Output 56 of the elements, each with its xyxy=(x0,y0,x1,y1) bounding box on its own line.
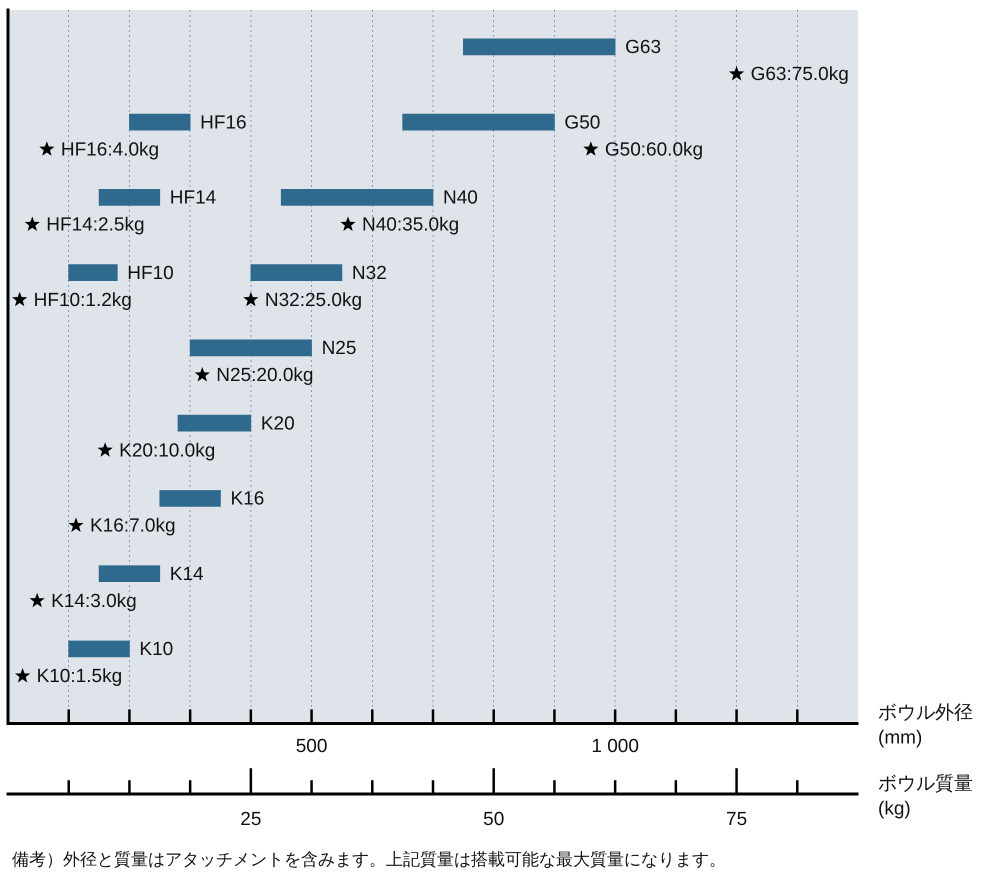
bar xyxy=(159,490,221,507)
x2-tick-label: 75 xyxy=(726,808,748,830)
data-label: K10 xyxy=(139,639,174,660)
bar xyxy=(178,414,252,432)
bar xyxy=(68,264,118,281)
data-label: N25 xyxy=(322,338,356,360)
bar xyxy=(250,264,342,281)
x-tick-label: 1 000 xyxy=(591,736,639,758)
point xyxy=(39,141,54,156)
bar xyxy=(98,565,160,582)
data-label: K16 xyxy=(230,488,264,510)
point xyxy=(243,292,258,306)
point xyxy=(12,292,28,306)
x2-tick-label: 25 xyxy=(240,808,262,830)
x-axis-title: ボウル外径 (mm) xyxy=(878,702,973,749)
data-label: K14:3.0kg xyxy=(51,590,137,612)
data-label: HF16 xyxy=(200,112,247,134)
bar xyxy=(129,114,190,130)
data-label: K14 xyxy=(170,564,204,585)
bar xyxy=(280,189,434,206)
bar xyxy=(68,640,130,658)
data-label: N25:20.0kg xyxy=(216,365,314,386)
point xyxy=(728,66,744,80)
data-label: N32:25.0kg xyxy=(264,290,362,311)
bar xyxy=(463,38,616,56)
point xyxy=(24,216,40,231)
data-label: N40 xyxy=(443,188,478,209)
data-label: K16:7.0kg xyxy=(90,516,176,537)
point xyxy=(98,442,113,457)
x2-axis-title: ボウル質量 (kg) xyxy=(878,773,973,820)
point xyxy=(30,592,45,608)
point xyxy=(14,668,30,682)
point xyxy=(340,216,356,231)
x2-tick-label: 50 xyxy=(483,808,504,830)
point xyxy=(194,366,210,382)
bar xyxy=(402,114,555,130)
data-label: HF14 xyxy=(170,188,217,209)
data-label: K20:10.0kg xyxy=(119,440,216,462)
bar xyxy=(190,340,312,356)
x-tick-label: 500 xyxy=(296,736,328,758)
data-label: G50 xyxy=(564,112,600,134)
data-label: HF16:4.0kg xyxy=(60,139,160,160)
data-label: K20 xyxy=(260,413,295,434)
data-label: G50:60.0kg xyxy=(604,139,704,160)
data-label: K10:1.5kg xyxy=(36,666,122,688)
data-label: HF10 xyxy=(127,262,174,284)
text: 備考）外径と質量はアタッチメントを含みます。上記質量は搭載可能な最大質量になります。 xyxy=(12,849,726,871)
data-label: HF10:1.2kg xyxy=(34,290,132,311)
bar xyxy=(98,189,160,206)
data-label: G63:75.0kg xyxy=(750,64,849,86)
data-label: N32 xyxy=(352,262,387,284)
data-label: HF14:2.5kg xyxy=(46,214,145,236)
data-label: N40:35.0kg xyxy=(362,214,460,236)
point xyxy=(68,517,84,532)
point xyxy=(583,141,598,156)
data-label: G63 xyxy=(625,37,662,58)
